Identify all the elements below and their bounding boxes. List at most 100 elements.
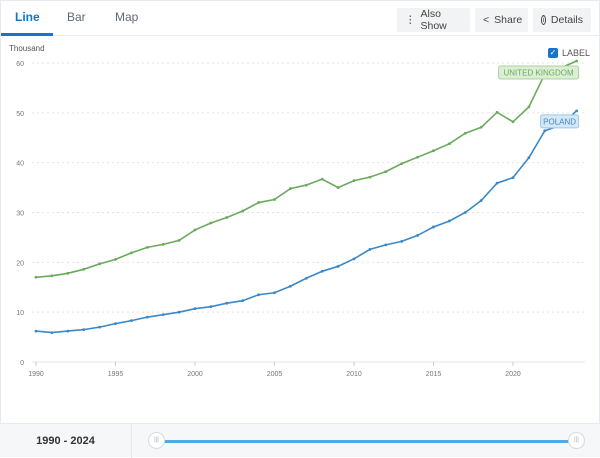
data-point bbox=[66, 329, 70, 333]
data-point bbox=[320, 269, 324, 273]
data-point bbox=[527, 156, 531, 160]
data-point bbox=[336, 186, 340, 189]
y-axis-unit: Thousand bbox=[9, 44, 45, 53]
y-tick-label: 30 bbox=[16, 211, 24, 218]
series-label: POLAND bbox=[543, 117, 576, 126]
data-point bbox=[432, 149, 435, 153]
data-point bbox=[209, 221, 213, 225]
tab-map[interactable]: Map bbox=[115, 10, 139, 24]
data-point bbox=[384, 170, 388, 174]
tab-bar[interactable]: Bar bbox=[67, 10, 86, 24]
data-point bbox=[161, 313, 165, 317]
line-chart: 0 10 20 30 40 50 60 1990 1995 2000 2005 2010 2015 202… bbox=[16, 59, 585, 378]
tab-line[interactable]: Line bbox=[15, 10, 40, 24]
data-point bbox=[400, 162, 404, 166]
data-point bbox=[495, 181, 499, 185]
data-point bbox=[257, 201, 260, 204]
data-point bbox=[50, 274, 54, 278]
x-tick-label: 2000 bbox=[187, 371, 203, 378]
also-show-button[interactable]: ⋮ Also Show bbox=[397, 8, 470, 32]
x-tick-label: 1990 bbox=[28, 371, 44, 378]
time-range-bar: 1990 - 2024 ||| ||| bbox=[0, 423, 600, 458]
data-point bbox=[114, 257, 117, 261]
label-toggle[interactable]: ✓ LABEL bbox=[548, 48, 590, 58]
data-point bbox=[241, 209, 245, 213]
data-point bbox=[225, 301, 229, 305]
range-slider-track[interactable] bbox=[156, 440, 578, 443]
data-point bbox=[527, 105, 531, 109]
data-point bbox=[400, 240, 404, 243]
data-point bbox=[495, 110, 499, 114]
data-point bbox=[479, 199, 483, 202]
x-tick-label: 2005 bbox=[267, 371, 283, 378]
data-point bbox=[320, 177, 324, 181]
data-point bbox=[511, 176, 515, 180]
data-point bbox=[273, 291, 276, 295]
details-label: Details bbox=[550, 14, 583, 26]
data-point bbox=[511, 120, 515, 124]
share-label: Share bbox=[494, 14, 523, 26]
y-tick-label: 50 bbox=[16, 111, 24, 118]
data-point bbox=[82, 267, 86, 271]
data-point bbox=[543, 129, 547, 133]
data-point bbox=[114, 322, 117, 326]
data-point bbox=[463, 131, 467, 135]
share-button[interactable]: < Share bbox=[475, 8, 528, 32]
info-icon: i bbox=[541, 15, 546, 25]
data-point bbox=[98, 325, 101, 329]
x-tick-label: 2010 bbox=[346, 371, 362, 378]
data-point bbox=[257, 293, 260, 297]
data-point bbox=[304, 183, 308, 187]
data-point bbox=[448, 219, 451, 223]
data-point bbox=[432, 225, 435, 229]
checkbox-checked-icon[interactable]: ✓ bbox=[548, 48, 558, 58]
data-point bbox=[352, 179, 356, 183]
range-end-handle[interactable]: ||| bbox=[568, 432, 585, 449]
data-point bbox=[241, 299, 245, 303]
data-point bbox=[273, 198, 276, 201]
y-tick-label: 40 bbox=[16, 161, 24, 168]
data-point bbox=[66, 271, 70, 275]
data-point bbox=[161, 242, 165, 246]
data-point bbox=[352, 257, 356, 261]
series-line-united-kingdom bbox=[35, 60, 577, 279]
data-point bbox=[368, 175, 372, 179]
x-tick-label: 2015 bbox=[426, 371, 442, 378]
data-point bbox=[177, 310, 181, 314]
data-point bbox=[177, 239, 181, 242]
series-label-box bbox=[540, 114, 580, 129]
range-start-handle[interactable]: ||| bbox=[148, 432, 165, 449]
data-point bbox=[50, 331, 54, 334]
data-point bbox=[34, 329, 38, 333]
data-point bbox=[130, 319, 133, 323]
data-point bbox=[130, 251, 133, 255]
series-label-box bbox=[498, 65, 580, 80]
data-point bbox=[384, 243, 388, 247]
data-point bbox=[145, 245, 149, 249]
y-tick-label: 0 bbox=[20, 360, 24, 367]
data-point bbox=[209, 305, 213, 309]
data-point bbox=[575, 109, 578, 113]
y-tick-label: 20 bbox=[16, 260, 24, 267]
data-point bbox=[336, 264, 340, 268]
data-point bbox=[463, 211, 467, 214]
data-point bbox=[289, 284, 292, 288]
data-point bbox=[34, 275, 38, 279]
data-point bbox=[368, 247, 372, 251]
details-button[interactable]: i Details bbox=[533, 8, 591, 32]
data-point bbox=[193, 228, 197, 232]
data-point bbox=[225, 216, 229, 219]
data-point bbox=[479, 125, 483, 129]
data-point bbox=[193, 307, 197, 311]
data-point bbox=[416, 234, 419, 237]
range-label: 1990 - 2024 bbox=[0, 424, 132, 458]
more-vertical-icon: ⋮ bbox=[405, 14, 416, 26]
data-point bbox=[289, 187, 292, 190]
data-point bbox=[575, 59, 578, 63]
series-line-poland bbox=[35, 110, 578, 334]
also-show-label: Also Show bbox=[420, 8, 447, 32]
data-point bbox=[416, 155, 419, 159]
share-icon: < bbox=[483, 14, 490, 26]
data-point bbox=[145, 315, 149, 319]
x-tick-label: 2020 bbox=[505, 371, 521, 378]
